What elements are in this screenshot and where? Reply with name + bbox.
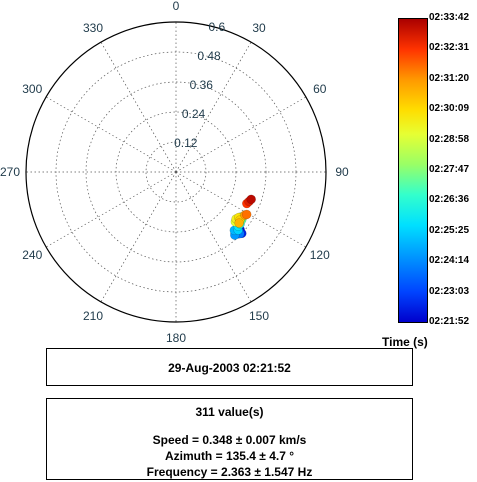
colorbar-tick-label: 02:26:36 xyxy=(429,194,470,206)
angular-tick-label: 240 xyxy=(22,248,42,262)
colorbar-tick-label: 02:31:20 xyxy=(429,72,470,84)
colorbar-label: Time (s) xyxy=(382,335,428,349)
angular-tick-label: 210 xyxy=(83,309,103,323)
angular-tick-label: 330 xyxy=(83,21,103,35)
polar-plot: 0 30 60 90 120 150 180 210 240 270 300 330 0.12 0.24… xyxy=(0,0,349,345)
data-points xyxy=(229,194,256,240)
date-text: 29-Aug-2003 02:21:52 xyxy=(168,361,291,375)
colorbar-tick-label: 02:28:58 xyxy=(429,133,470,145)
grid-ring-4 xyxy=(25,21,327,323)
colorbar-tick-label: 02:33:42 xyxy=(429,12,470,23)
speed-text: Speed = 0.348 ± 0.007 km/s xyxy=(152,433,307,447)
polar-grid xyxy=(25,21,327,323)
radial-tick-label: 0.6 xyxy=(208,20,225,34)
colorbar-tick-label: 02:27:47 xyxy=(429,164,470,175)
colorbar-tick-label: 02:23:03 xyxy=(429,285,470,297)
grid-spoke-5 xyxy=(175,171,252,303)
radial-tick-label: 0.36 xyxy=(190,78,214,92)
data-point xyxy=(241,209,252,220)
grid-ring-0 xyxy=(145,141,207,203)
radial-tick-label: 0.24 xyxy=(182,107,206,121)
date-box: 29-Aug-2003 02:21:52 xyxy=(46,348,413,386)
grid-spoke-4 xyxy=(175,171,307,248)
radial-tick-labels: 0.12 0.24 0.36 0.48 0.6 xyxy=(174,20,225,150)
colorbar xyxy=(398,18,428,323)
grid-ring-2 xyxy=(85,81,267,263)
angular-tick-label: 120 xyxy=(310,248,330,262)
angular-tick-labels: 0 30 60 90 120 150 180 210 240 270 300 330 xyxy=(0,0,349,345)
grid-spoke-7 xyxy=(100,171,177,303)
angular-tick-label: 90 xyxy=(335,165,349,179)
data-point xyxy=(234,218,244,228)
colorbar-tick-label: 02:25:25 xyxy=(429,224,470,236)
colorbar-tick-label: 02:21:52 xyxy=(429,316,470,327)
angular-tick-label: 60 xyxy=(313,82,327,96)
stats-box: 311 value(s) Speed = 0.348 ± 0.007 km/s … xyxy=(46,398,413,480)
angular-tick-label: 30 xyxy=(252,21,266,35)
colorbar-tick-label: 02:32:31 xyxy=(429,42,470,54)
angular-tick-label: 150 xyxy=(249,309,269,323)
value-count: 311 value(s) xyxy=(195,405,264,419)
angular-tick-label: 180 xyxy=(166,331,186,345)
data-point xyxy=(246,194,256,205)
angular-tick-label: 300 xyxy=(22,82,42,96)
angular-tick-label: 270 xyxy=(0,165,20,179)
frequency-text: Frequency = 2.363 ± 1.547 Hz xyxy=(146,465,313,479)
grid-spoke-2 xyxy=(175,96,307,173)
colorbar-tick-label: 02:24:14 xyxy=(429,255,470,267)
radial-tick-label: 0.48 xyxy=(197,49,221,63)
grid-spoke-1 xyxy=(175,41,252,173)
radial-tick-label: 0.12 xyxy=(174,136,198,150)
grid-spoke-10 xyxy=(45,96,177,173)
azimuth-text: Azimuth = 135.4 ± 4.7 ° xyxy=(164,449,295,463)
angular-tick-label: 0 xyxy=(173,0,180,13)
grid-spoke-8 xyxy=(45,171,177,248)
colorbar-tick-label: 02:30:09 xyxy=(429,103,470,115)
grid-spoke-11 xyxy=(100,41,177,173)
